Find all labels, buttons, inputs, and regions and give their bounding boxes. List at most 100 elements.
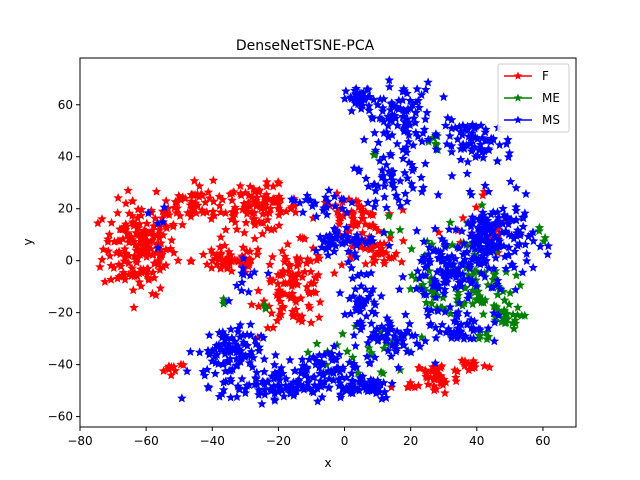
data-point [366, 268, 376, 278]
data-point [360, 219, 371, 229]
data-point [383, 326, 393, 336]
data-point [329, 246, 339, 256]
data-point [411, 127, 421, 137]
series-F [93, 175, 524, 398]
data-point [177, 219, 188, 229]
data-point [535, 241, 545, 251]
data-point [398, 236, 409, 245]
data-point [252, 367, 262, 377]
data-point [447, 171, 457, 181]
data-point [462, 319, 473, 329]
data-point [412, 266, 423, 276]
data-point [364, 105, 374, 115]
data-point [269, 360, 280, 369]
data-point [465, 186, 475, 196]
x-tick-label: −40 [200, 434, 225, 448]
data-point [341, 86, 351, 96]
data-point [208, 175, 219, 185]
data-point [419, 289, 429, 299]
data-point [438, 292, 448, 302]
data-point [191, 208, 201, 218]
data-point [440, 242, 450, 252]
data-points [93, 75, 554, 408]
data-point [458, 139, 468, 149]
data-point [154, 250, 165, 260]
data-point [342, 346, 352, 356]
data-point [123, 258, 134, 268]
legend-marker-star-icon [513, 115, 523, 124]
data-point [503, 152, 514, 162]
data-point [292, 279, 303, 289]
data-point [435, 265, 446, 275]
data-point [430, 322, 441, 332]
data-point [250, 334, 261, 344]
data-point [123, 185, 133, 195]
data-point [452, 333, 462, 343]
data-point [403, 104, 413, 114]
data-point [424, 242, 435, 252]
data-point [281, 373, 291, 383]
data-point [460, 282, 470, 292]
data-point [343, 257, 353, 267]
data-point [122, 229, 133, 239]
data-point [423, 77, 433, 87]
data-point [132, 257, 142, 267]
data-point [387, 378, 397, 388]
data-point [323, 196, 333, 206]
data-point [387, 178, 397, 188]
data-point [158, 217, 168, 227]
data-point [407, 165, 418, 175]
data-point [462, 121, 473, 131]
data-point [279, 391, 289, 401]
data-point [392, 103, 402, 113]
data-point [206, 245, 217, 255]
data-point [405, 284, 416, 294]
data-point [259, 354, 269, 364]
data-point [348, 377, 359, 387]
data-point [364, 101, 374, 111]
data-point [500, 251, 510, 261]
data-point [202, 259, 212, 269]
data-point [511, 230, 521, 240]
data-point [317, 392, 327, 402]
data-point [368, 113, 378, 123]
data-point [354, 201, 364, 211]
legend-item-MS: MS [504, 113, 560, 127]
data-point [204, 349, 214, 359]
data-point [377, 114, 387, 124]
data-point [310, 359, 321, 369]
data-point [274, 366, 284, 376]
data-point [480, 180, 490, 190]
data-point [403, 136, 414, 146]
data-point [305, 256, 316, 266]
data-point [346, 253, 356, 263]
data-point [250, 219, 260, 229]
data-point [511, 205, 521, 215]
data-point [380, 175, 390, 185]
data-point [148, 267, 158, 277]
data-point [253, 285, 264, 295]
data-point [289, 200, 300, 210]
data-point [263, 323, 273, 333]
data-point [222, 261, 232, 271]
data-point [156, 244, 166, 254]
data-point [433, 283, 444, 293]
data-point [479, 254, 489, 264]
data-point [207, 255, 218, 265]
data-point [460, 254, 470, 264]
data-point [385, 105, 396, 115]
data-point [439, 284, 450, 294]
data-point [329, 341, 339, 351]
data-point [312, 338, 322, 348]
data-point [311, 356, 322, 366]
data-point [370, 185, 381, 195]
data-point [402, 382, 413, 391]
data-point [445, 302, 455, 312]
data-point [370, 308, 381, 318]
data-point [520, 239, 531, 249]
data-point [381, 160, 392, 169]
data-point [344, 293, 355, 303]
data-point [493, 310, 504, 320]
data-point [456, 144, 466, 154]
data-point [445, 260, 456, 270]
